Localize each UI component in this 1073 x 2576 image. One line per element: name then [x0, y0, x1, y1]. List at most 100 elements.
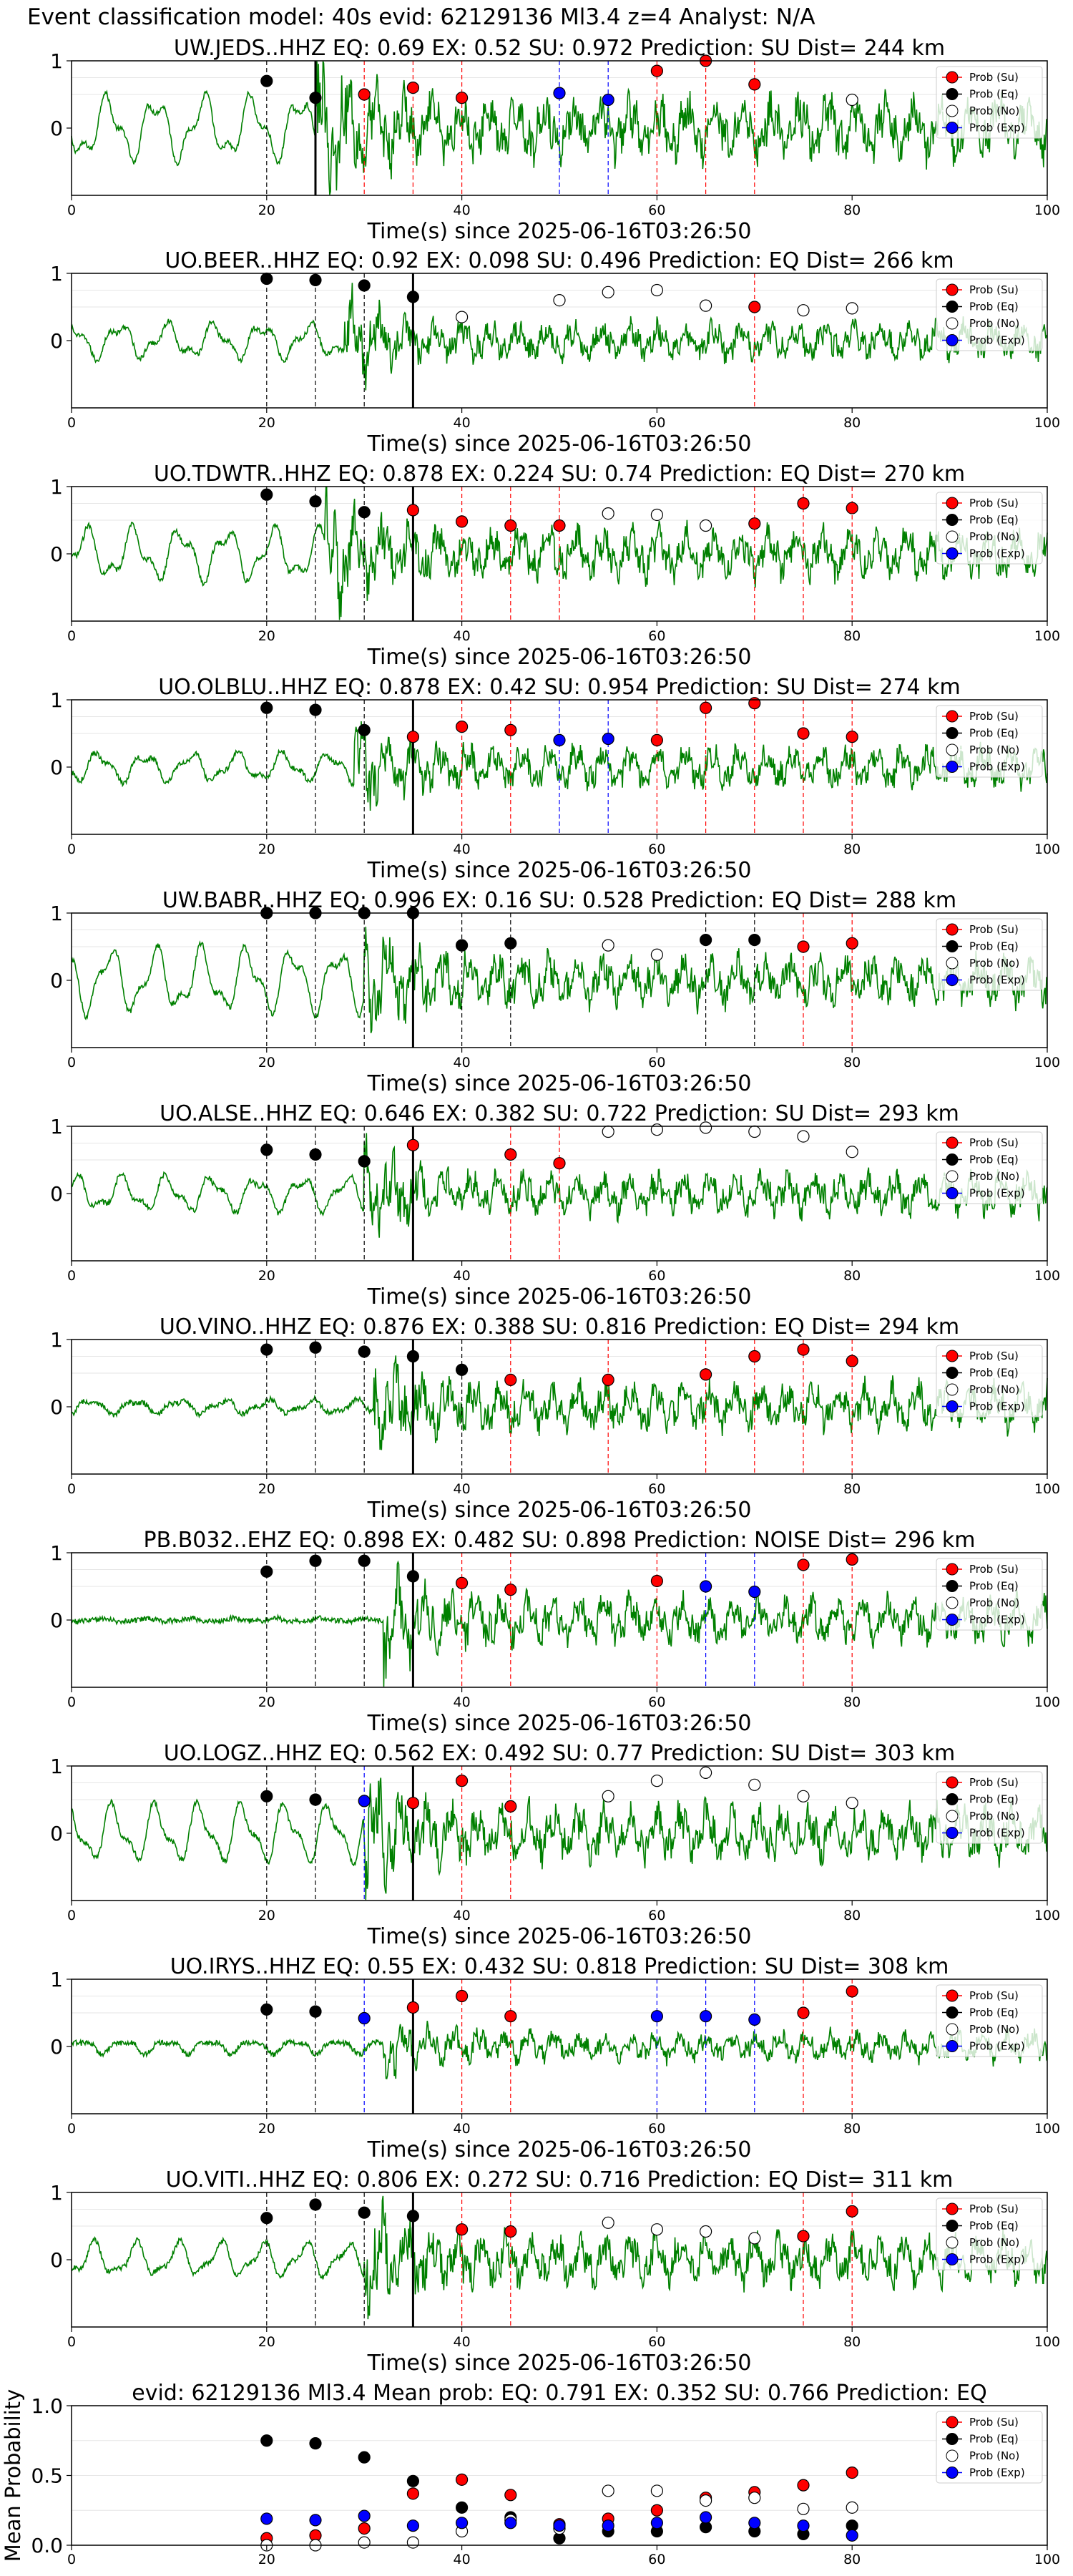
prob-marker-eq [260, 1143, 273, 1156]
prob-marker-su [406, 81, 420, 94]
x-tick-label: 100 [1034, 1908, 1060, 1923]
prob-marker-no [846, 1146, 858, 1158]
legend-marker [946, 1810, 959, 1823]
x-tick-label: 80 [843, 1268, 861, 1284]
legend-label: Prob (Su) [969, 1563, 1019, 1576]
legend-marker [946, 497, 959, 509]
prob-marker-eq [260, 272, 273, 286]
prob-marker-eq [260, 701, 273, 714]
legend-marker [946, 71, 959, 84]
legend-marker [946, 2433, 959, 2445]
mean-marker-no [797, 2502, 810, 2515]
prob-marker-su [846, 1355, 858, 1367]
prob-marker-su [455, 1775, 469, 1787]
y-tick-label: 1 [50, 1328, 63, 1352]
axes-frame [71, 273, 1048, 409]
prob-marker-no [748, 1778, 761, 1791]
prob-marker-no [650, 1775, 664, 1787]
x-tick-label: 60 [648, 2334, 665, 2350]
prob-marker-no [748, 1125, 761, 1138]
x-tick-label: 100 [1034, 1694, 1060, 1710]
waveform-trace [71, 283, 1048, 391]
x-axis-label: Time(s) since 2025-06-16T03:26:50 [367, 219, 752, 244]
prob-marker-no [846, 93, 858, 107]
prob-marker-eq [309, 92, 322, 104]
x-tick-label: 100 [1034, 203, 1060, 218]
prob-marker-eq [260, 2212, 273, 2225]
x-tick-label: 0 [67, 2552, 76, 2567]
y-tick-label: 1 [50, 49, 63, 73]
mean-marker-exp [650, 2517, 664, 2529]
prob-marker-su [358, 88, 371, 101]
x-axis-label: Time(s) since 2025-06-16T03:26:50 [367, 1071, 752, 1096]
legend-label: Prob (Eq) [969, 301, 1019, 313]
x-tick-label: 20 [258, 1481, 275, 1497]
mean-marker-exp [553, 2519, 566, 2532]
x-tick-label: 40 [454, 1694, 471, 1710]
mean-marker-exp [504, 2517, 517, 2529]
prob-marker-eq [455, 1363, 469, 1376]
panel-title: UW.BABR..HHZ EQ: 0.996 EX: 0.16 SU: 0.52… [162, 888, 956, 913]
legend-label: Prob (Su) [969, 1989, 1019, 2002]
prob-marker-no [650, 283, 664, 297]
prob-marker-exp [358, 2011, 371, 2025]
mean-marker-eq [309, 2437, 322, 2450]
panel-title: PB.B032..EHZ EQ: 0.898 EX: 0.482 SU: 0.8… [144, 1528, 976, 1553]
x-tick-label: 40 [454, 2334, 471, 2350]
panel-title: UO.LOGZ..HHZ EQ: 0.562 EX: 0.492 SU: 0.7… [164, 1741, 956, 1766]
waveform-trace [71, 2021, 1048, 2079]
x-tick-label: 80 [843, 415, 861, 431]
x-tick-label: 60 [648, 1694, 665, 1710]
x-tick-label: 60 [648, 841, 665, 857]
x-tick-label: 0 [67, 628, 76, 644]
legend-marker [946, 1596, 959, 1609]
x-tick-label: 100 [1034, 415, 1060, 431]
legend-label: Prob (Su) [969, 1776, 1019, 1789]
prob-marker-eq [358, 506, 371, 519]
legend-label: Prob (Eq) [969, 88, 1019, 101]
legend-label: Prob (No) [969, 743, 1019, 756]
mean-marker-no [846, 2501, 858, 2514]
prob-marker-su [455, 1576, 469, 1589]
prob-marker-eq [748, 933, 761, 947]
figure-title: Event classification model: 40s evid: 62… [27, 4, 815, 30]
prob-marker-eq [260, 1565, 273, 1578]
prob-marker-eq [309, 2198, 322, 2211]
x-tick-label: 40 [454, 203, 471, 218]
legend-box [936, 1558, 1043, 1631]
mean-marker-no [699, 2494, 712, 2507]
legend-label: Prob (Su) [969, 710, 1019, 723]
x-tick-label: 0 [67, 1055, 76, 1070]
x-tick-label: 0 [67, 2121, 76, 2137]
waveform-trace [71, 487, 1048, 620]
mean-marker-su [455, 2473, 469, 2486]
x-tick-label: 80 [843, 1908, 861, 1923]
panel-10: UO.IRYS..HHZ EQ: 0.55 EX: 0.432 SU: 0.81… [50, 1954, 1060, 2162]
mean-marker-eq [406, 2474, 420, 2487]
prob-marker-exp [748, 1585, 761, 1599]
legend-box [936, 2411, 1043, 2484]
panel-title: UO.BEER..HHZ EQ: 0.92 EX: 0.098 SU: 0.49… [165, 248, 954, 273]
x-tick-label: 80 [843, 628, 861, 644]
x-tick-label: 40 [454, 1908, 471, 1923]
legend-marker [946, 2006, 959, 2019]
legend-label: Prob (Su) [969, 2416, 1019, 2429]
axes-frame [71, 912, 1048, 1048]
legend-marker [946, 301, 959, 313]
legend-label: Prob (Exp) [969, 2253, 1025, 2266]
legend-label: Prob (Exp) [969, 974, 1025, 987]
legend-box [936, 705, 1043, 778]
prob-marker-no [797, 1130, 810, 1143]
legend-marker [946, 514, 959, 526]
prob-marker-su [504, 723, 517, 736]
prob-marker-su [406, 731, 420, 743]
mean-marker-exp [260, 2512, 273, 2525]
mean-marker-eq [260, 2434, 273, 2447]
legend-marker [946, 940, 959, 952]
legend-label: Prob (Su) [969, 1136, 1019, 1149]
x-tick-label: 60 [648, 1481, 665, 1497]
prob-marker-su [797, 497, 810, 510]
y-tick-label: 1 [50, 2181, 63, 2205]
prob-marker-su [504, 519, 517, 532]
legend-marker [946, 2023, 959, 2036]
